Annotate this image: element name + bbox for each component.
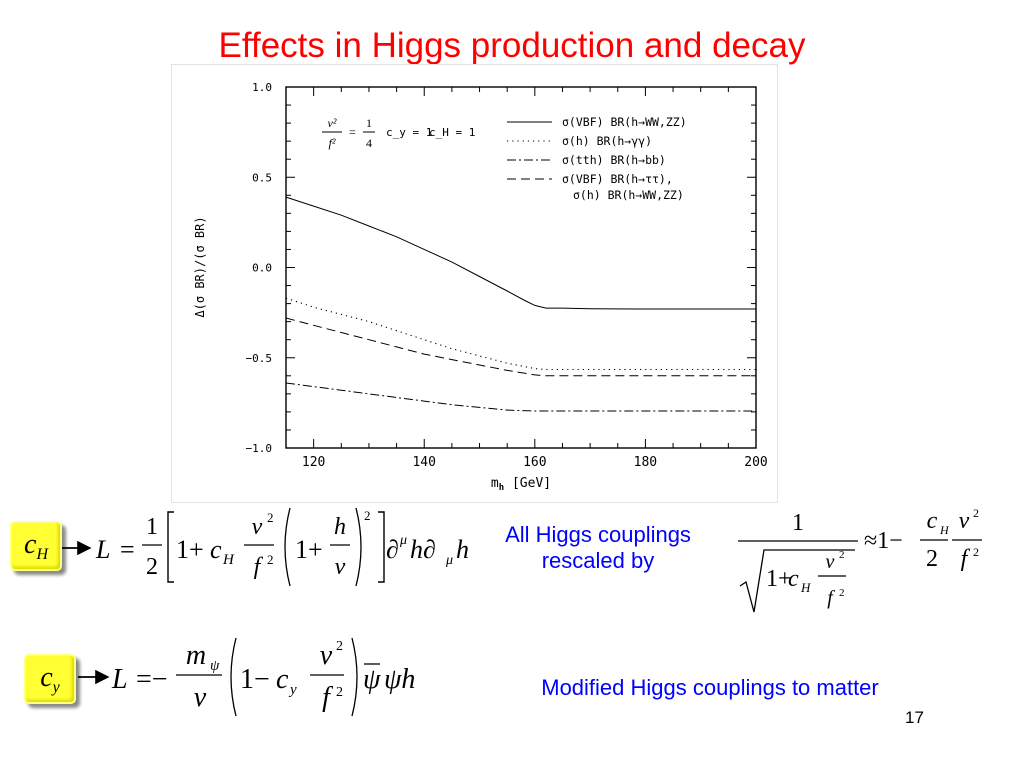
rescaling-factor-equation: 1 1+ c H v 2 f 2 ≈1− c H 2 v 2 f 2 bbox=[738, 506, 982, 613]
svg-text:f: f bbox=[322, 682, 333, 713]
svg-text:c: c bbox=[276, 664, 289, 695]
svg-text:ψ: ψ bbox=[363, 664, 381, 695]
svg-text:H: H bbox=[222, 552, 235, 568]
couplings-note: All Higgs couplings rescaled by bbox=[468, 522, 728, 574]
svg-text:2: 2 bbox=[267, 552, 274, 567]
svg-text:2: 2 bbox=[267, 510, 274, 525]
cy-badge-c: c bbox=[40, 662, 53, 693]
slide-title: Effects in Higgs production and decay bbox=[218, 26, 806, 65]
page-number: 17 bbox=[905, 708, 924, 727]
svg-text:2: 2 bbox=[973, 545, 979, 559]
svg-text:2: 2 bbox=[839, 549, 845, 561]
svg-text:f: f bbox=[827, 587, 835, 609]
lagrangian-cH-equation: L = 1 2 1+ c H v 2 f 2 1+ h v 2 ∂ μ h∂ μ… bbox=[62, 507, 469, 587]
svg-text:≈1−: ≈1− bbox=[864, 528, 903, 554]
svg-text:2: 2 bbox=[336, 639, 343, 654]
x-tick-label: 200 bbox=[744, 455, 767, 470]
svg-text:μ: μ bbox=[399, 533, 407, 548]
couplings-note-line1: All Higgs couplings bbox=[505, 522, 691, 547]
svg-text:m: m bbox=[186, 640, 206, 671]
cH-badge-c: c bbox=[24, 529, 37, 560]
couplings-note-line2: rescaled by bbox=[541, 548, 655, 573]
lagrangian-cy-equation: L =− m ψ v 1− c y v 2 f 2 ψ ψh bbox=[78, 637, 415, 717]
svg-text:L: L bbox=[95, 535, 110, 564]
y-tick-label: 0.5 bbox=[252, 171, 272, 184]
svg-text:c: c bbox=[788, 566, 799, 592]
svg-text:2: 2 bbox=[973, 506, 979, 520]
x-tick-label: 140 bbox=[412, 455, 435, 470]
svg-text:L: L bbox=[111, 664, 128, 695]
legend-label-vbf-tautau: σ(VBF) BR(h→ττ), bbox=[562, 172, 673, 186]
svg-text:ψh: ψh bbox=[384, 664, 415, 695]
svg-text:1: 1 bbox=[146, 514, 158, 540]
series-line-vbf-ww bbox=[285, 196, 756, 310]
svg-text:f: f bbox=[961, 546, 971, 572]
cH-badge: cH bbox=[10, 521, 62, 571]
svg-text:2: 2 bbox=[146, 554, 158, 580]
axis-ticks: 120 140 160 180 200 1.0 0.5 0.0 −0.5 −1.0 bbox=[246, 81, 768, 470]
svg-text:=: = bbox=[120, 535, 135, 564]
cH-badge-sub: H bbox=[36, 546, 48, 563]
matter-note: Modified Higgs couplings to matter bbox=[541, 675, 879, 700]
y-tick-label: −1.0 bbox=[246, 442, 273, 455]
svg-text:1−: 1− bbox=[240, 664, 270, 695]
chart-svg: 120 140 160 180 200 1.0 0.5 0.0 −0.5 −1.0 Δ(σ BR)… bbox=[193, 81, 768, 493]
annotation-one: 1 bbox=[366, 116, 372, 130]
annotation-cy: c_y = 1 bbox=[386, 126, 432, 139]
svg-text:v: v bbox=[826, 551, 835, 573]
legend-label-vbf-ww: σ(VBF) BR(h→WW,ZZ) bbox=[562, 115, 687, 129]
annotation-f2: f² bbox=[329, 136, 336, 150]
svg-text:v: v bbox=[194, 682, 207, 713]
svg-text:μ: μ bbox=[445, 553, 453, 568]
svg-text:2: 2 bbox=[364, 508, 371, 523]
y-tick-label: 1.0 bbox=[252, 81, 272, 94]
parameter-annotation: v² f² = 1 4 c_y = 1 c_H = 1 bbox=[322, 116, 475, 150]
legend-label-tth-bb: σ(tth) BR(h→bb) bbox=[562, 153, 666, 167]
x-tick-label: 120 bbox=[302, 455, 325, 470]
y-tick-label: 0.0 bbox=[252, 262, 272, 275]
annotation-v2: v² bbox=[328, 116, 337, 130]
chart-panel: 120 140 160 180 200 1.0 0.5 0.0 −0.5 −1.0 Δ(σ BR)… bbox=[171, 64, 778, 503]
svg-text:2: 2 bbox=[926, 546, 938, 572]
svg-text:v: v bbox=[320, 640, 333, 671]
svg-text:2: 2 bbox=[839, 587, 845, 599]
svg-text:1: 1 bbox=[792, 510, 804, 536]
svg-text:v: v bbox=[335, 554, 346, 580]
svg-text:c: c bbox=[927, 508, 938, 534]
series-line-tth-bb bbox=[285, 382, 756, 412]
svg-text:ψ: ψ bbox=[210, 658, 220, 674]
legend-label-h-gamgam: σ(h) BR(h→γγ) bbox=[562, 134, 652, 148]
x-tick-label: 160 bbox=[523, 455, 546, 470]
data-lines bbox=[285, 196, 756, 412]
x-axis-label: mh [GeV] bbox=[491, 476, 551, 493]
svg-text:h: h bbox=[456, 535, 469, 564]
x-tick-label: 180 bbox=[634, 455, 657, 470]
svg-text:v: v bbox=[959, 508, 970, 534]
cy-badge-sub: y bbox=[52, 679, 60, 696]
svg-text:h∂: h∂ bbox=[410, 535, 436, 564]
legend-label-h-ww: σ(h) BR(h→WW,ZZ) bbox=[573, 188, 684, 202]
y-axis-label: Δ(σ BR)/(σ BR) bbox=[193, 216, 207, 317]
cy-badge: cy bbox=[24, 654, 76, 704]
svg-text:∂: ∂ bbox=[386, 535, 399, 564]
svg-text:2: 2 bbox=[336, 685, 343, 700]
svg-text:f: f bbox=[254, 554, 264, 580]
svg-text:H: H bbox=[939, 523, 950, 537]
legend: σ(VBF) BR(h→WW,ZZ) σ(h) BR(h→γγ) σ(tth) … bbox=[507, 115, 687, 202]
annotation-four: 4 bbox=[366, 136, 372, 150]
svg-text:v: v bbox=[252, 514, 263, 540]
plot-frame bbox=[285, 86, 757, 449]
svg-text:h: h bbox=[334, 514, 346, 540]
y-tick-label: −0.5 bbox=[246, 352, 273, 365]
series-line-vbf-tautau bbox=[285, 317, 756, 377]
annotation-cH: c_H = 1 bbox=[429, 126, 475, 139]
svg-text:1+: 1+ bbox=[176, 535, 204, 564]
svg-text:c: c bbox=[210, 535, 222, 564]
svg-text:1+: 1+ bbox=[295, 535, 323, 564]
svg-text:y: y bbox=[288, 682, 297, 698]
svg-text:H: H bbox=[800, 580, 811, 595]
svg-text:=−: =− bbox=[136, 664, 168, 695]
annotation-equals: = bbox=[349, 125, 356, 139]
svg-text:1+: 1+ bbox=[766, 566, 792, 592]
